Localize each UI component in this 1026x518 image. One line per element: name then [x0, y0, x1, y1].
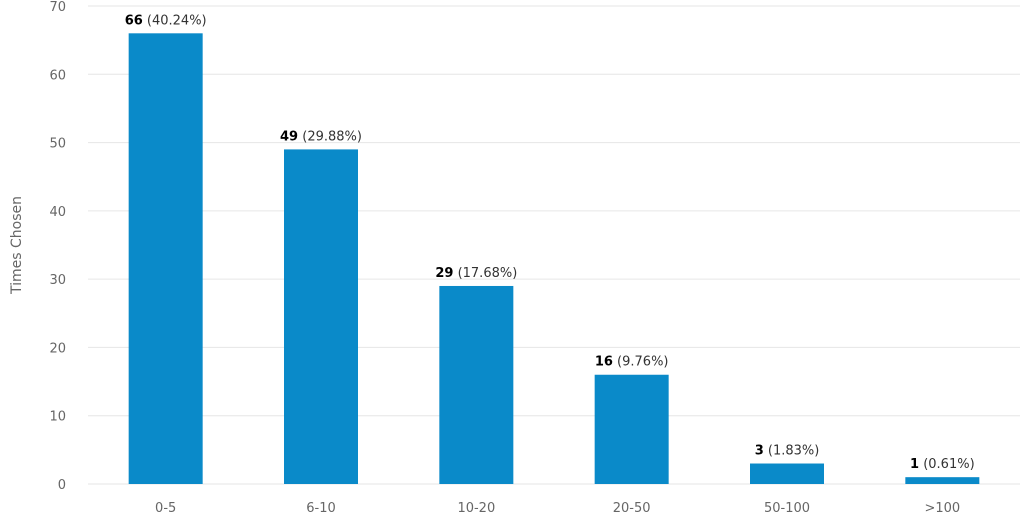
data-label: 16 (9.76%) — [595, 355, 669, 370]
data-label-percent: (40.24%) — [143, 13, 207, 28]
bar-20-50 — [594, 374, 669, 484]
y-tick-label: 0 — [58, 478, 66, 493]
x-tick-label: 10-20 — [457, 501, 495, 516]
bar-100 — [905, 477, 980, 484]
gridlines — [88, 5, 1020, 485]
x-tick-label: 0-5 — [155, 501, 176, 516]
data-label-value: 16 — [595, 355, 613, 370]
y-tick-label: 40 — [49, 205, 66, 220]
data-label-percent: (0.61%) — [919, 457, 975, 472]
y-tick-label: 50 — [49, 137, 66, 152]
data-label-value: 3 — [755, 444, 764, 459]
bars — [128, 33, 980, 485]
y-tick-label: 70 — [49, 0, 66, 15]
data-label: 1 (0.61%) — [910, 457, 975, 472]
bar-10-20 — [439, 285, 514, 484]
data-label-value: 1 — [910, 457, 919, 472]
x-tick-label: 20-50 — [613, 501, 651, 516]
data-label-percent: (17.68%) — [453, 266, 517, 281]
data-label-value: 66 — [125, 13, 143, 28]
data-label: 49 (29.88%) — [280, 129, 362, 144]
y-tick-label: 10 — [49, 410, 66, 425]
y-axis-ticks: 0 10 20 30 40 50 60 70 — [49, 0, 66, 493]
y-tick-label: 60 — [49, 68, 66, 83]
y-tick-label: 20 — [49, 341, 66, 356]
x-axis-ticks: 0-5 6-10 10-20 20-50 50-100 >100 — [155, 501, 960, 516]
data-label: 66 (40.24%) — [125, 13, 207, 28]
data-label-percent: (1.83%) — [764, 444, 820, 459]
bar-6-10 — [284, 149, 358, 484]
y-tick-label: 30 — [49, 273, 66, 288]
bar-0-5 — [128, 33, 203, 485]
data-label-percent: (29.88%) — [298, 129, 362, 144]
data-label: 29 (17.68%) — [435, 266, 517, 281]
x-tick-label: >100 — [924, 501, 960, 516]
x-tick-label: 50-100 — [764, 501, 810, 516]
data-label-value: 29 — [435, 266, 453, 281]
bar-50-100 — [750, 463, 824, 484]
x-tick-label: 6-10 — [306, 501, 336, 516]
y-axis-title: Times Chosen — [9, 196, 25, 295]
data-label: 3 (1.83%) — [755, 444, 820, 459]
data-label-percent: (9.76%) — [613, 355, 669, 370]
data-label-value: 49 — [280, 129, 298, 144]
data-labels: 66 (40.24%) 49 (29.88%) 29 (17.68%) 16 (9.7… — [125, 13, 975, 472]
